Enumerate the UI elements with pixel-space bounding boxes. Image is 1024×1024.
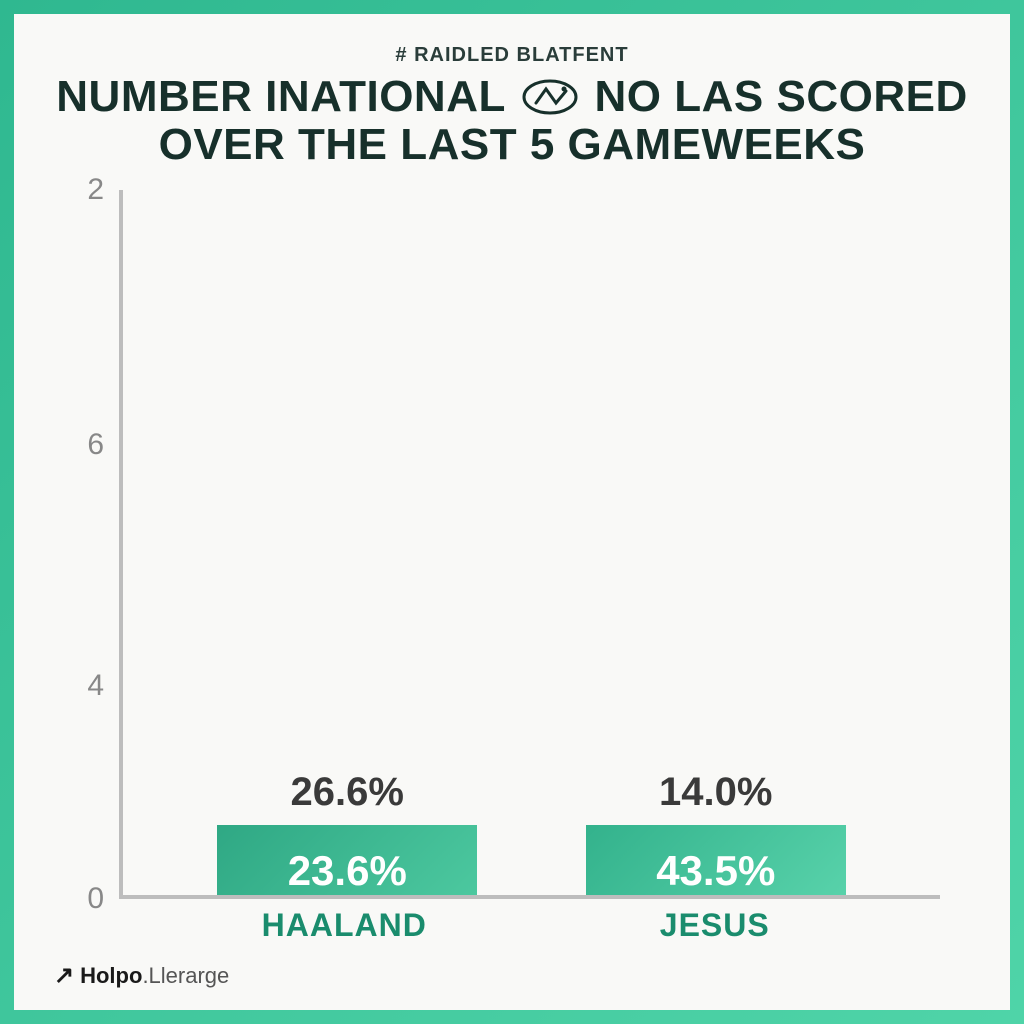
y-tick-label: 6 (64, 428, 104, 462)
brand-bold: Holpo (80, 963, 142, 988)
chart-card: # RAIDLED BLATFENT NUMBER INATIONAL NO L… (14, 14, 1010, 1010)
y-tick-label: 4 (64, 669, 104, 703)
hashtag-text: # RAIDLED BLATFENT (54, 44, 970, 67)
bar-group: 14.0% 43.5% (586, 770, 846, 895)
chart-area: 26.6%23.6%14.0%43.5% HAALANDJESUS 2640 (64, 190, 940, 949)
y-tick-label: 0 (64, 882, 104, 916)
x-axis-label: JESUS (585, 899, 845, 949)
title-part-1: NUMBER INATIONAL (56, 72, 505, 121)
bar-top-label: 26.6% (291, 770, 404, 815)
bar-inner-label: 23.6% (288, 847, 407, 895)
x-axis-label: HAALAND (214, 899, 474, 949)
inline-logo-icon (522, 77, 578, 113)
x-axis-labels: HAALAND JESUS (119, 899, 940, 949)
bar-top-label: 14.0% (659, 770, 772, 815)
bar: 43.5% (586, 825, 846, 895)
bars-container: 26.6% 23.6% 14.0% 43.5% (123, 190, 940, 895)
arrow-up-icon: ↗ (54, 961, 74, 990)
bar-group: 26.6% 23.6% (217, 770, 477, 895)
bar-inner-label: 43.5% (656, 847, 775, 895)
title-line-2: OVER THE LAST 5 GAMEWEEKS (54, 121, 970, 169)
bar: 23.6% (217, 825, 477, 895)
y-tick-label: 2 (64, 173, 104, 207)
plot-region: 26.6% 23.6% 14.0% 43.5% (119, 190, 940, 899)
footer-brand: ↗ Holpo.Llerarge (54, 961, 970, 990)
chart-title: NUMBER INATIONAL NO LAS SCORED OVER THE … (54, 73, 970, 170)
title-part-2: NO LAS SCORED (595, 72, 968, 121)
brand-light: .Llerarge (142, 963, 229, 988)
